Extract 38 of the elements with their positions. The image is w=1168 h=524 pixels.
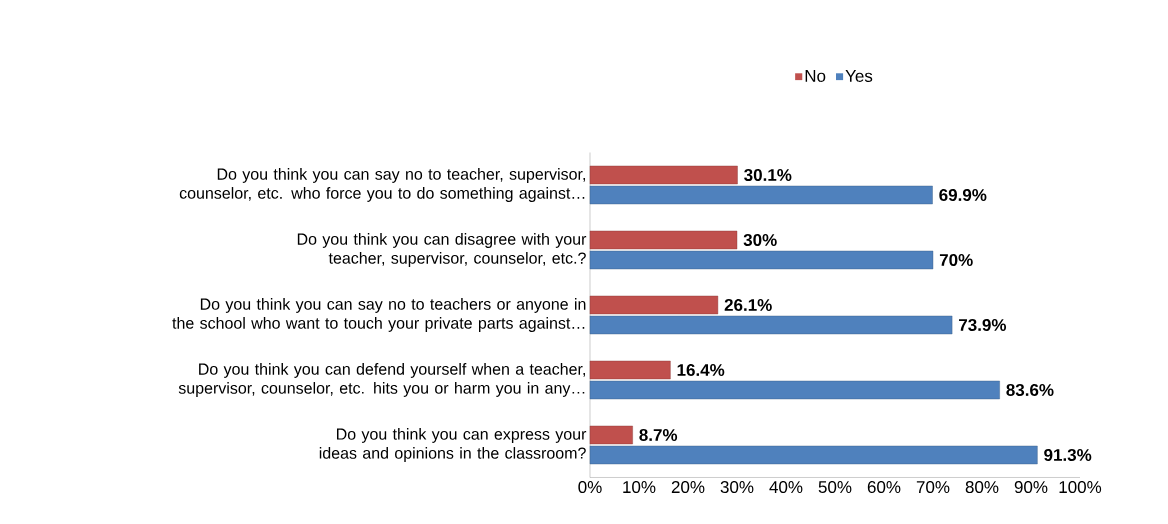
x-tick-label: 80% (965, 481, 999, 494)
x-tick-label: 60% (867, 481, 901, 494)
data-label: 8.7% (639, 428, 678, 442)
bar (589, 425, 633, 445)
data-label: 73.9% (959, 318, 1007, 332)
x-tick-label: 90% (1014, 481, 1048, 494)
bar (589, 315, 953, 335)
x-tick-label: 10% (623, 481, 656, 494)
x-tick-label: 40% (769, 481, 803, 494)
x-tick-label: 100% (1059, 481, 1102, 494)
y-tick-label: Do you think you can defend yourself when a teacher, supervisor, counselor, etc. hits you or harm you in any… (178, 363, 585, 397)
x-tick-label: 50% (818, 481, 852, 494)
bar (589, 185, 933, 205)
x-tick-label: 70% (916, 481, 950, 494)
y-tick-label: Do you think you can say no to teacher, supervisor, counselor, etc. who force you to do something against… (179, 168, 585, 202)
bar (589, 295, 719, 315)
data-label: 70% (939, 253, 973, 267)
data-label: 69.9% (939, 188, 987, 202)
bar (589, 165, 738, 185)
data-label: 30% (743, 233, 777, 247)
y-tick-label: Do you think you can express your ideas and opinions in the classroom? (319, 428, 587, 462)
bar (589, 360, 671, 380)
bar (589, 250, 934, 270)
x-tick-label: 20% (671, 481, 705, 494)
data-label: 83.6% (1006, 383, 1054, 397)
y-tick-label: Do you think you can say no to teachers or anyone in the school who want to touch your private parts against… (172, 298, 586, 332)
bar (589, 230, 738, 250)
data-label: 30.1% (744, 168, 792, 182)
x-tick-label: 0% (578, 481, 602, 494)
legend-label: No (805, 70, 826, 82)
data-label: 91.3% (1044, 448, 1092, 462)
data-label: 26.1% (724, 298, 772, 312)
legend-label: Yes (845, 70, 873, 82)
x-tick-label: 30% (720, 481, 754, 494)
y-tick-label: Do you think you can disagree with your teacher, supervisor, counselor, etc.? (297, 233, 587, 267)
bar (589, 380, 1000, 400)
bar (589, 445, 1038, 465)
data-label: 16.4% (677, 363, 725, 377)
